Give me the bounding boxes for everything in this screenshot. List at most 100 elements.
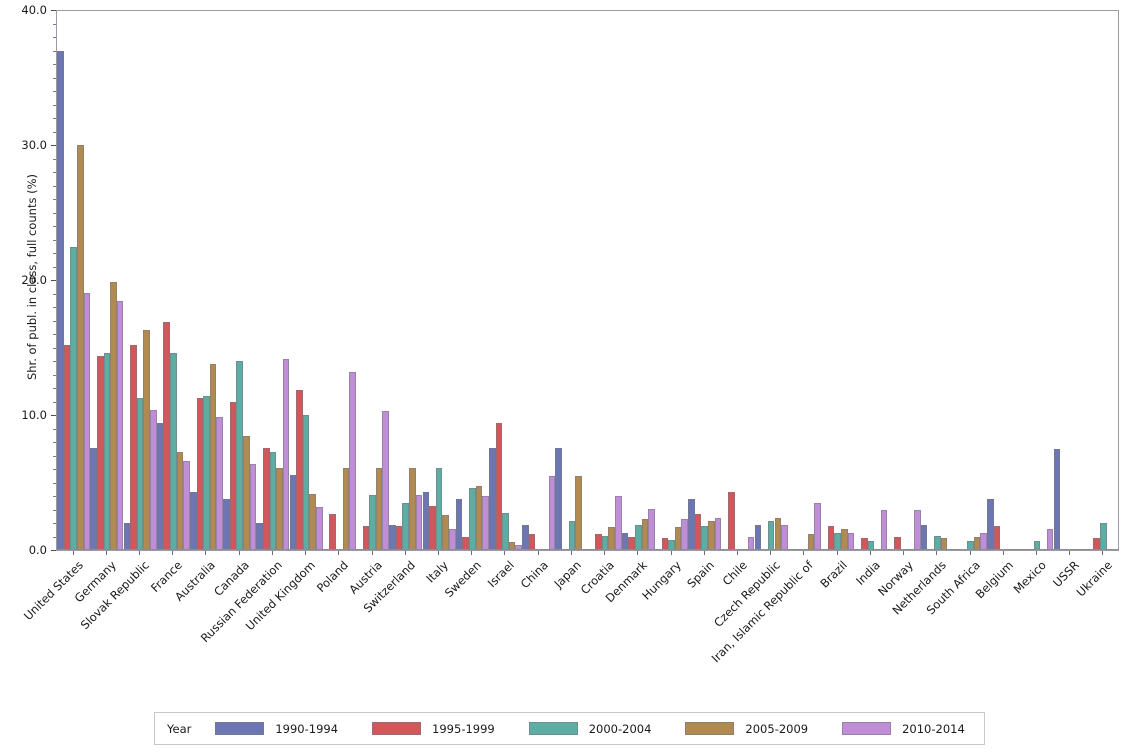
bar[interactable] [209, 364, 217, 549]
legend-entry[interactable]: 2000-2004 [528, 722, 651, 736]
bar[interactable] [694, 513, 702, 549]
bar[interactable] [289, 474, 297, 549]
bar[interactable] [635, 524, 642, 549]
bar[interactable] [103, 353, 111, 549]
bar[interactable] [156, 423, 164, 549]
bar[interactable] [774, 517, 782, 549]
bar[interactable] [176, 451, 184, 549]
bar[interactable] [76, 145, 84, 549]
bar[interactable] [528, 534, 536, 549]
bar[interactable] [57, 50, 64, 549]
bar[interactable] [223, 499, 230, 549]
bar[interactable] [488, 447, 496, 549]
bar[interactable] [847, 532, 855, 549]
bar[interactable] [70, 246, 77, 549]
bar[interactable] [668, 539, 675, 549]
bar[interactable] [196, 397, 204, 549]
bar[interactable] [349, 372, 356, 549]
bar[interactable] [575, 476, 582, 549]
bar[interactable] [648, 508, 655, 549]
bar[interactable] [827, 526, 835, 549]
bar[interactable] [913, 509, 921, 549]
bar[interactable] [309, 493, 317, 549]
bar[interactable] [502, 512, 509, 549]
bar[interactable] [329, 513, 337, 549]
bar[interactable] [256, 523, 264, 549]
bar[interactable] [1093, 538, 1101, 549]
bar[interactable] [236, 361, 243, 549]
bar[interactable] [110, 281, 117, 549]
bar[interactable] [615, 496, 622, 549]
bar[interactable] [1046, 528, 1054, 549]
legend-entry[interactable]: 2005-2009 [685, 722, 808, 736]
bar[interactable] [468, 488, 476, 549]
bar[interactable] [987, 499, 994, 549]
bar[interactable] [674, 527, 682, 549]
bar[interactable] [90, 447, 97, 549]
bar[interactable] [375, 468, 383, 549]
bar[interactable] [229, 401, 237, 549]
bar[interactable] [269, 451, 277, 549]
bar[interactable] [747, 536, 755, 549]
bar[interactable] [216, 416, 223, 549]
bar[interactable] [1053, 449, 1061, 549]
bar[interactable] [701, 526, 709, 549]
bar[interactable] [781, 524, 788, 549]
bar[interactable] [382, 411, 390, 549]
bar[interactable] [621, 532, 629, 549]
bar[interactable] [482, 496, 489, 549]
legend-entry[interactable]: 2010-2014 [842, 722, 965, 736]
bar[interactable] [249, 463, 257, 549]
bar[interactable] [641, 519, 649, 549]
bar[interactable] [276, 468, 283, 549]
bar[interactable] [754, 524, 762, 549]
bar[interactable] [402, 503, 410, 549]
bar[interactable] [63, 345, 71, 549]
bar[interactable] [389, 524, 396, 549]
bar[interactable] [116, 300, 124, 549]
bar[interactable] [362, 526, 370, 549]
bar[interactable] [681, 519, 689, 549]
bar[interactable] [462, 536, 469, 549]
bar[interactable] [1100, 523, 1107, 549]
bar[interactable] [508, 542, 516, 549]
bar[interactable] [243, 435, 250, 549]
bar[interactable] [548, 476, 556, 549]
bar[interactable] [708, 520, 715, 549]
bar[interactable] [415, 495, 423, 549]
bar[interactable] [203, 396, 210, 549]
bar[interactable] [608, 527, 615, 549]
bar[interactable] [840, 528, 848, 549]
bar[interactable] [867, 540, 875, 549]
bar[interactable] [143, 330, 150, 549]
bar[interactable] [136, 397, 144, 549]
bar[interactable] [767, 520, 775, 549]
bar[interactable] [993, 526, 1001, 549]
bar[interactable] [894, 536, 901, 549]
bar[interactable] [429, 505, 436, 549]
bar[interactable] [282, 358, 290, 549]
bar[interactable] [973, 536, 981, 549]
bar[interactable] [522, 524, 529, 549]
bar[interactable] [342, 468, 350, 549]
bar[interactable] [515, 544, 522, 549]
bar[interactable] [455, 499, 463, 549]
bar[interactable] [395, 526, 403, 549]
bar[interactable] [595, 534, 602, 549]
bar[interactable] [933, 535, 941, 549]
legend-entry[interactable]: 1995-1999 [372, 722, 495, 736]
bar[interactable] [123, 523, 131, 549]
bar[interactable] [316, 507, 323, 549]
bar[interactable] [422, 492, 430, 549]
bar[interactable] [96, 355, 104, 549]
bar[interactable] [183, 461, 190, 549]
bar[interactable] [860, 538, 868, 549]
bar[interactable] [448, 528, 456, 549]
bar[interactable] [661, 538, 669, 549]
bar[interactable] [880, 509, 888, 549]
bar[interactable] [568, 520, 576, 549]
bar[interactable] [814, 503, 821, 549]
bar[interactable] [263, 447, 270, 549]
bar[interactable] [130, 345, 137, 549]
bar[interactable] [940, 538, 948, 549]
